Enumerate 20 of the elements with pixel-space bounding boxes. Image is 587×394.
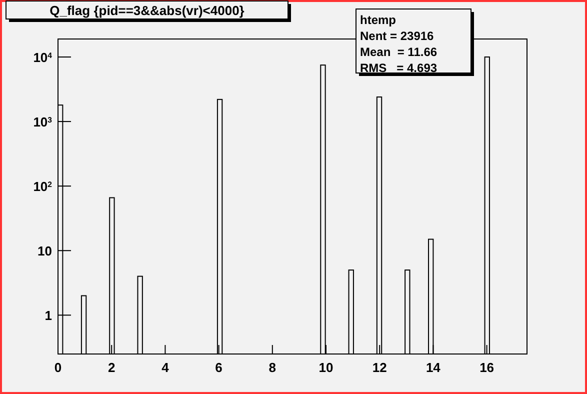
annotation: Mean = 11.66 (360, 45, 438, 59)
x-tick-label: 16 (480, 360, 494, 375)
x-tick-label: 2 (108, 360, 116, 375)
x-tick-label: 12 (372, 360, 387, 375)
title-box: Q_flag {pid==3&&abs(vr)<4000} (6, 0, 291, 22)
x-tick-label: 10 (318, 360, 334, 375)
y-tick-label: 10 (38, 244, 52, 259)
y-tick-label: 1 (44, 308, 52, 324)
x-tick-label: 14 (426, 360, 442, 375)
x-tick-label: 6 (215, 360, 222, 375)
annotation: Nent = 23916 (360, 29, 434, 43)
stats-box: htemp Nent = 23916 Mean = 11.66 RMS = 4.693 (356, 8, 474, 76)
y-tick-label: 10$^{3}$ (33, 114, 53, 130)
x-tick-label: 8 (268, 360, 276, 375)
chart-title: Q_flag {pid==3&&abs(vr)<4000} (50, 3, 244, 18)
annotation: RMS = 4.693 (360, 61, 438, 75)
y-tick-label: 10$^{4}$ (33, 50, 53, 65)
x-tick-label: 4 (162, 360, 170, 375)
x-tick-label: 0 (54, 360, 62, 375)
y-tick-label: 10$^{2}$ (33, 179, 53, 194)
